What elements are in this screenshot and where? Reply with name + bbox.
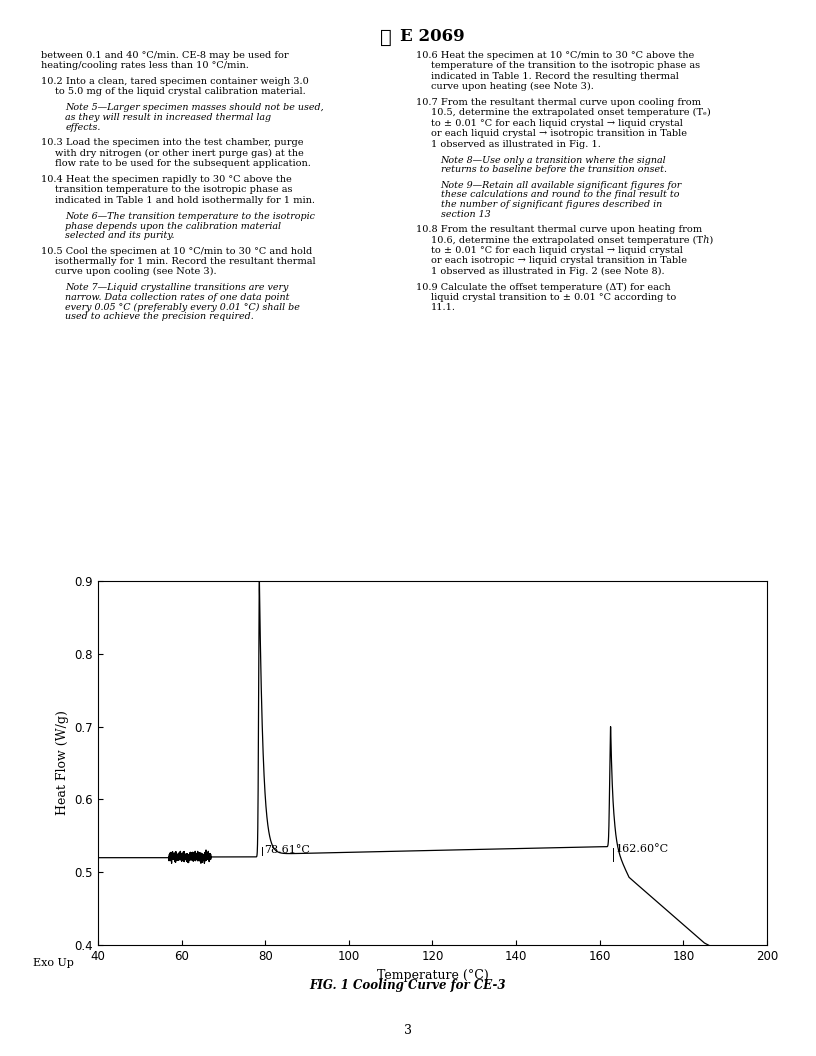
Text: effects.: effects. [65, 122, 100, 132]
Text: 10.6, determine the extrapolated onset temperature (Tℎ): 10.6, determine the extrapolated onset t… [431, 235, 713, 245]
Text: to ± 0.01 °C for each liquid crystal → liquid crystal: to ± 0.01 °C for each liquid crystal → l… [431, 246, 683, 254]
Text: Note 5—Larger specimen masses should not be used,: Note 5—Larger specimen masses should not… [65, 103, 324, 113]
Text: used to achieve the precision required.: used to achieve the precision required. [65, 313, 254, 321]
Text: 1 observed as illustrated in Fig. 1.: 1 observed as illustrated in Fig. 1. [431, 139, 601, 149]
X-axis label: Temperature (°C): Temperature (°C) [377, 968, 488, 981]
Text: 10.9 Calculate the offset temperature (ΔT) for each: 10.9 Calculate the offset temperature (Δ… [416, 283, 671, 291]
Text: 10.3 Load the specimen into the test chamber, purge: 10.3 Load the specimen into the test cha… [41, 138, 304, 147]
Text: 11.1.: 11.1. [431, 303, 456, 313]
Text: these calculations and round to the final result to: these calculations and round to the fina… [441, 190, 679, 200]
Text: 10.5, determine the extrapolated onset temperature (Tₑ): 10.5, determine the extrapolated onset t… [431, 109, 711, 117]
Text: Note 9—Retain all available significant figures for: Note 9—Retain all available significant … [441, 181, 682, 189]
Text: phase depends upon the calibration material: phase depends upon the calibration mater… [65, 222, 282, 230]
Text: selected and its purity.: selected and its purity. [65, 231, 175, 241]
Text: isothermally for 1 min. Record the resultant thermal: isothermally for 1 min. Record the resul… [55, 257, 316, 266]
Text: curve upon cooling (see Note 3).: curve upon cooling (see Note 3). [55, 267, 217, 277]
Text: Note 8—Use only a transition where the signal: Note 8—Use only a transition where the s… [441, 155, 667, 165]
Text: Note 7—Liquid crystalline transitions are very: Note 7—Liquid crystalline transitions ar… [65, 283, 289, 293]
Text: Ⓜ: Ⓜ [380, 27, 392, 46]
Text: section 13: section 13 [441, 210, 490, 219]
Text: 10.7 From the resultant thermal curve upon cooling from: 10.7 From the resultant thermal curve up… [416, 98, 701, 107]
Text: E 2069: E 2069 [400, 29, 464, 45]
Text: indicated in Table 1 and hold isothermally for 1 min.: indicated in Table 1 and hold isothermal… [55, 195, 316, 205]
Text: 3: 3 [404, 1024, 412, 1037]
Text: Exo Up: Exo Up [33, 958, 73, 967]
Text: 10.8 From the resultant thermal curve upon heating from: 10.8 From the resultant thermal curve up… [416, 225, 703, 234]
Text: flow rate to be used for the subsequent application.: flow rate to be used for the subsequent … [55, 159, 312, 168]
Text: Note 6—The transition temperature to the isotropic: Note 6—The transition temperature to the… [65, 212, 315, 221]
Text: transition temperature to the isotropic phase as: transition temperature to the isotropic … [55, 186, 293, 194]
Text: returns to baseline before the transition onset.: returns to baseline before the transitio… [441, 166, 667, 174]
Text: narrow. Data collection rates of one data point: narrow. Data collection rates of one dat… [65, 294, 290, 302]
Text: as they will result in increased thermal lag: as they will result in increased thermal… [65, 113, 272, 122]
Text: 162.60°C: 162.60°C [615, 844, 669, 854]
Text: 78.61°C: 78.61°C [264, 846, 310, 855]
Text: indicated in Table 1. Record the resulting thermal: indicated in Table 1. Record the resulti… [431, 72, 679, 80]
Text: heating/cooling rates less than 10 °C/min.: heating/cooling rates less than 10 °C/mi… [41, 61, 249, 70]
Text: the number of significant figures described in: the number of significant figures descri… [441, 200, 662, 209]
Text: or each liquid crystal → isotropic transition in Table: or each liquid crystal → isotropic trans… [431, 129, 687, 138]
Text: to ± 0.01 °C for each liquid crystal → liquid crystal: to ± 0.01 °C for each liquid crystal → l… [431, 118, 683, 128]
Text: with dry nitrogen (or other inert purge gas) at the: with dry nitrogen (or other inert purge … [55, 149, 304, 157]
Text: 10.6 Heat the specimen at 10 °C/min to 30 °C above the: 10.6 Heat the specimen at 10 °C/min to 3… [416, 51, 694, 60]
Y-axis label: Heat Flow (W/g): Heat Flow (W/g) [55, 711, 69, 815]
Text: liquid crystal transition to ± 0.01 °C according to: liquid crystal transition to ± 0.01 °C a… [431, 294, 676, 302]
Text: 10.4 Heat the specimen rapidly to 30 °C above the: 10.4 Heat the specimen rapidly to 30 °C … [41, 175, 291, 184]
Text: or each isotropic → liquid crystal transition in Table: or each isotropic → liquid crystal trans… [431, 257, 687, 265]
Text: to 5.0 mg of the liquid crystal calibration material.: to 5.0 mg of the liquid crystal calibrat… [55, 88, 306, 96]
Text: temperature of the transition to the isotropic phase as: temperature of the transition to the iso… [431, 61, 700, 70]
Text: 10.5 Cool the specimen at 10 °C/min to 30 °C and hold: 10.5 Cool the specimen at 10 °C/min to 3… [41, 246, 312, 256]
Text: curve upon heating (see Note 3).: curve upon heating (see Note 3). [431, 82, 594, 91]
Text: every 0.05 °C (preferably every 0.01 °C) shall be: every 0.05 °C (preferably every 0.01 °C)… [65, 303, 300, 312]
Text: between 0.1 and 40 °C/min. CE-8 may be used for: between 0.1 and 40 °C/min. CE-8 may be u… [41, 51, 288, 60]
Text: 10.2 Into a clean, tared specimen container weigh 3.0: 10.2 Into a clean, tared specimen contai… [41, 77, 308, 87]
Text: 1 observed as illustrated in Fig. 2 (see Note 8).: 1 observed as illustrated in Fig. 2 (see… [431, 267, 664, 276]
Text: FIG. 1 Cooling Curve for CE-3: FIG. 1 Cooling Curve for CE-3 [310, 979, 506, 992]
